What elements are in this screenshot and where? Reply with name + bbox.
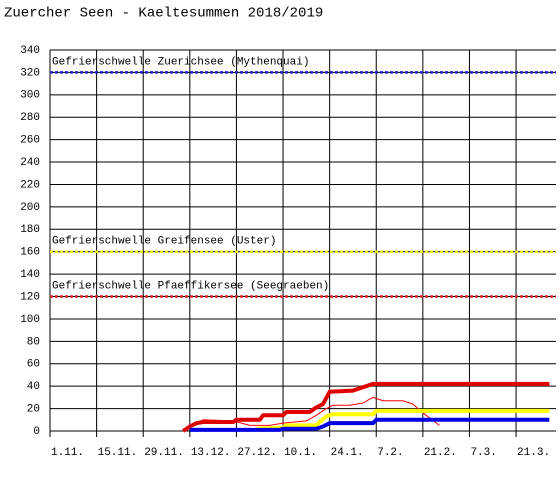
x-tick-label: 24.1.	[331, 447, 364, 459]
y-tick-label: 100	[20, 314, 40, 326]
y-tick-label: 220	[20, 179, 40, 191]
y-tick-label: 140	[20, 269, 40, 281]
y-tick-label: 0	[33, 426, 40, 438]
y-tick-label: 240	[20, 157, 40, 169]
x-tick-label: 13.12.	[191, 447, 231, 459]
x-tick-label: 29.11.	[144, 447, 184, 459]
y-tick-label: 20	[27, 403, 40, 415]
threshold-label: Gefrierschwelle Pfaeffikersee (Seegraebe…	[52, 280, 329, 292]
y-tick-label: 80	[27, 336, 40, 348]
series-line	[256, 408, 550, 431]
chart-title: Zuercher Seen - Kaeltesummen 2018/2019	[4, 6, 323, 22]
y-tick-label: 120	[20, 291, 40, 303]
y-tick-label: 200	[20, 202, 40, 214]
x-tick-label: 10.1.	[284, 447, 317, 459]
series-line	[182, 381, 550, 433]
x-tick-label: 1.11.	[51, 447, 84, 459]
x-tick-label: 21.3.	[517, 447, 550, 459]
y-tick-label: 320	[20, 67, 40, 79]
x-tick-label: 7.2.	[377, 447, 403, 459]
y-tick-label: 280	[20, 112, 40, 124]
y-tick-label: 160	[20, 247, 40, 259]
y-tick-label: 260	[20, 135, 40, 147]
y-tick-label: 180	[20, 224, 40, 236]
y-tick-label: 340	[20, 45, 40, 57]
threshold-label: Gefrierschwelle Greifensee (Uster)	[52, 236, 276, 248]
y-tick-label: 40	[27, 381, 40, 393]
x-tick-label: 15.11.	[98, 447, 138, 459]
threshold-label: Gefrierschwelle Zuerichsee (Mythenquai)	[52, 56, 309, 68]
y-tick-label: 60	[27, 359, 40, 371]
x-tick-label: 27.12.	[237, 447, 277, 459]
series-line	[189, 417, 550, 432]
y-tick-label: 300	[20, 90, 40, 102]
x-tick-label: 21.2.	[424, 447, 457, 459]
x-tick-label: 7.3.	[470, 447, 496, 459]
